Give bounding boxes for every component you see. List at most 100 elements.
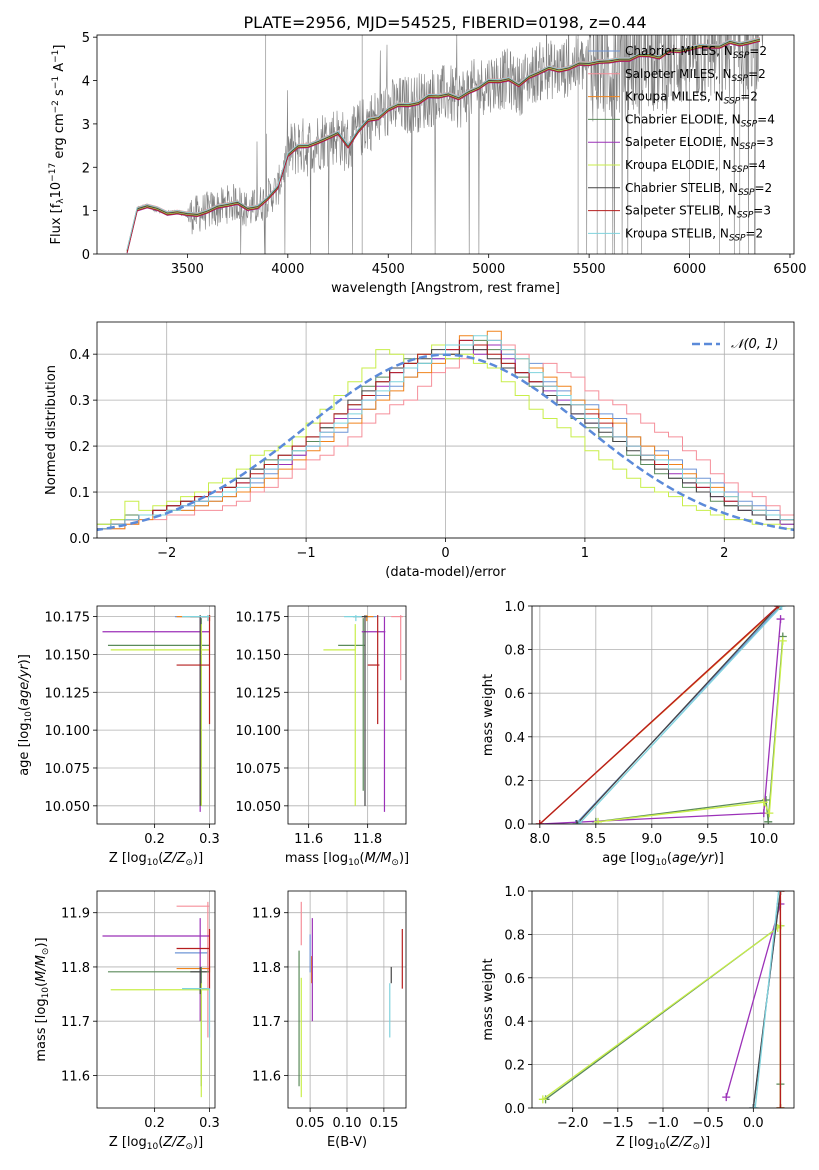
weight-marker-8 [777,606,786,610]
y-tick-label: 11.7 [61,1015,90,1030]
y-axis-label-part: −1 [51,50,61,63]
legend-label-2: Kroupa MILES, NSSP=2 [625,90,758,107]
y-tick-label: 10.150 [45,648,91,663]
legend-sub: SSP [729,233,746,243]
legend-ssp: =2 [749,44,767,58]
y-tick-label: 0.6 [504,687,525,702]
legend-text: Kroupa STELIB, N [625,226,729,240]
x-axis-label-part: age [log [602,851,655,866]
y-tick-label: 10.125 [236,686,282,701]
weight-line-5 [598,640,784,823]
legend-text: Salpeter MILES, N [625,67,732,81]
y-axis-label-part: age/yr [17,663,32,706]
y-tick-label: 3 [82,118,90,133]
axes-frame [96,321,795,539]
y-axis-label-part: Flux [f [49,203,64,244]
y-axis-label: mass weight [481,674,496,756]
x-axis-label-part: ⊙ [185,858,193,868]
y-axis-label-part: mass weight [481,674,496,756]
axes-mass-vs-ebv: 0.05 0.10 0.15 11.6 11.7 11.8 11.9 E(B-V) [252,890,407,1150]
x-tick-label: 9.5 [697,832,718,847]
y-axis-label-part: Normed distribution [44,365,59,495]
y-tick-label: 10.100 [236,724,282,739]
legend-sub: SSP [739,142,756,152]
y-tick-label: 11.8 [252,961,281,976]
y-tick-label: 10.075 [45,762,91,777]
axes-residuals: −2 −1 0 1 2 0.0 0.1 0.2 0.3 0.4 (data-model)/error… [44,321,795,580]
x-tick-label: −0.5 [692,1116,724,1131]
y-tick-label: 0.0 [504,1102,525,1117]
y-axis-label-part: λ [56,198,66,204]
legend-label-8: Kroupa STELIB, NSSP=2 [625,226,763,243]
x-axis-label-part: ( [158,1135,163,1150]
y-tick-label: 0.2 [504,774,525,789]
plot-area-spectrum [126,35,764,254]
legend-sub: SSP [724,97,741,107]
weight-marker-3 [764,817,773,824]
y-tick-label: 2 [82,161,90,176]
y-axis-label: Normed distribution [44,365,59,495]
x-axis-label: mass [log10(M/M⊙)] [285,851,409,868]
x-tick-label: 6000 [673,262,706,277]
legend-ssp: =2 [745,226,763,240]
x-tick-label: 4000 [271,262,304,277]
plot-area-mass-vs-z [102,901,211,1098]
x-axis-label-part: )] [193,1135,203,1150]
axes-age-vs-z: 0.2 0.3 10.050 10.075 10.100 10.125 10.150 10.1… [17,605,220,868]
x-axis-label-part: 10 [147,1142,159,1152]
legend-ssp: =2 [748,67,766,81]
legend-ssp: =3 [756,135,774,149]
x-axis-label-part: ( [158,851,163,866]
weight-marker-7 [776,891,785,895]
y-axis-label-part: M/M [34,955,49,982]
axes-frame [287,605,407,825]
x-tick-label: 0.2 [144,1116,165,1131]
weight-line-4 [725,903,782,1098]
x-tick-label: 10.0 [749,832,778,847]
y-tick-label: 0.4 [504,731,525,746]
model-fit-8 [126,37,761,250]
axes-frame [531,605,795,825]
legend-sub: SSP [737,211,754,221]
x-tick-label: 3500 [171,262,204,277]
x-axis-label: age [log10(age/yr)] [602,851,724,868]
weight-marker-8 [774,891,783,895]
y-tick-label: 11.9 [61,907,90,922]
y-tick-label: 1 [82,205,90,220]
x-axis-label: Z [log10(Z/Z⊙)] [109,1135,203,1152]
legend-ssp: =2 [740,90,758,104]
y-tick-label: 10.075 [236,762,282,777]
y-axis-label-part: s [52,89,67,100]
legend-ssp: =2 [755,181,773,195]
y-axis-label-part: −2 [51,100,61,113]
legend-normal-label: 𝒩(0, 1) [731,337,778,352]
x-axis-label-part: )] [700,1135,710,1150]
y-tick-label: 11.7 [252,1015,281,1030]
figure-title: PLATE=2956, MJD=54525, FIBERID=0198, z=0… [243,13,646,32]
axes-mass-vs-z: 0.2 0.311.611.711.811.9Z [log10(Z/Z⊙)]mas… [34,890,220,1152]
legend-label-6: Chabrier STELIB, NSSP=2 [625,181,772,198]
x-axis-label-part: (data-model)/error [385,565,506,580]
weight-marker-8 [575,820,584,824]
plot-area-residuals [97,330,794,532]
x-tick-label: 6500 [773,262,806,277]
plot-area-weight-vs-age [535,606,787,824]
weight-line-8 [754,891,780,1108]
legend-text: Salpeter ELODIE, N [625,135,739,149]
x-axis-label-part: 10 [348,858,360,868]
y-tick-label: 10.175 [45,611,91,626]
x-axis-label-part: ( [665,1135,670,1150]
x-axis-label-part: 10 [654,1142,666,1152]
y-tick-label: 10.175 [236,611,282,626]
x-axis-label: E(B-V) [327,1135,367,1150]
x-axis-label-part: age/yr [672,851,715,866]
weight-marker-5 [765,809,774,818]
x-tick-label: −1.5 [602,1116,634,1131]
x-tick-label: 0.3 [199,832,220,847]
histogram-step-8 [97,335,794,530]
x-tick-label: 0.0 [743,1116,764,1131]
x-tick-label: −1.0 [647,1116,679,1131]
x-axis-label-part: Z [log [616,1135,654,1150]
weight-marker-5 [778,636,787,645]
y-axis-label-part: A [52,63,67,76]
